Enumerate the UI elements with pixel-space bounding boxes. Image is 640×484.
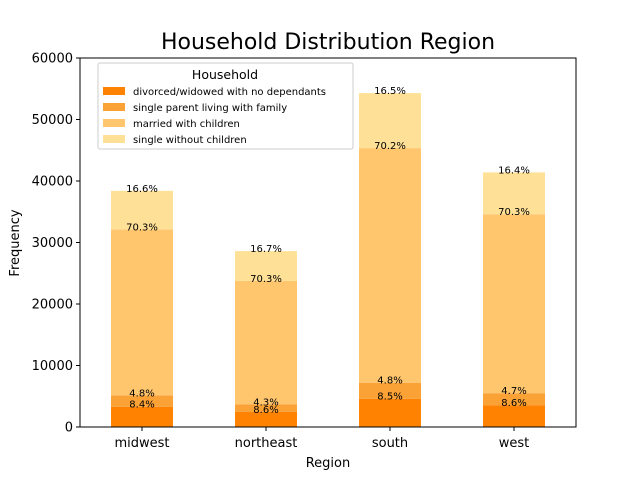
- data-label-midwest-1: 4.8%: [129, 388, 154, 399]
- data-labels-layer: 8.4%4.8%70.3%16.6%8.6%4.3%70.3%16.7%8.5%…: [126, 86, 530, 416]
- bar-segment-northeast-0: [235, 411, 297, 427]
- data-label-west-1: 4.7%: [501, 386, 526, 397]
- legend-swatch-3: [103, 135, 125, 143]
- y-tick-label: 60000: [32, 52, 73, 67]
- legend-entry-0: divorced/widowed with no dependants: [133, 87, 326, 98]
- y-tick-label: 30000: [32, 236, 73, 251]
- chart-title: Household Distribution Region: [161, 30, 495, 55]
- y-tick-label: 50000: [32, 113, 73, 128]
- bar-segment-west-2: [483, 214, 545, 394]
- bars-layer: [111, 93, 545, 427]
- legend-title: Household: [192, 67, 258, 82]
- data-label-midwest-0: 8.4%: [129, 400, 154, 411]
- bar-segment-south-0: [359, 398, 421, 427]
- data-label-midwest-2: 70.3%: [126, 223, 158, 234]
- data-label-northeast-1: 4.3%: [253, 397, 278, 408]
- data-label-west-0: 8.6%: [501, 398, 526, 409]
- legend-entry-1: single parent living with family: [133, 103, 287, 114]
- x-axis-label: Region: [306, 456, 351, 471]
- x-tick-label: northeast: [235, 436, 298, 451]
- bar-segment-midwest-3: [111, 190, 173, 230]
- legend-swatch-1: [103, 103, 125, 111]
- y-axis-label: Frequency: [8, 209, 23, 276]
- bar-segment-west-1: [483, 393, 545, 406]
- data-label-northeast-3: 16.7%: [250, 244, 282, 255]
- data-label-south-0: 8.5%: [377, 392, 402, 403]
- y-tick-label: 0: [65, 421, 73, 436]
- bar-segment-west-0: [483, 405, 545, 427]
- data-label-south-2: 70.2%: [374, 141, 406, 152]
- bar-segment-south-3: [359, 93, 421, 149]
- y-tick-label: 40000: [32, 175, 73, 190]
- legend-entry-3: single without children: [133, 135, 247, 146]
- bar-segment-northeast-3: [235, 251, 297, 281]
- bar-segment-south-1: [359, 382, 421, 399]
- data-label-northeast-2: 70.3%: [250, 274, 282, 285]
- y-tick-label: 10000: [32, 359, 73, 374]
- legend-box: [97, 62, 354, 150]
- data-label-south-3: 16.5%: [374, 86, 406, 97]
- bar-segment-northeast-2: [235, 280, 297, 405]
- y-tick-label: 20000: [32, 298, 73, 313]
- bar-segment-south-2: [359, 148, 421, 383]
- x-tick-label: south: [372, 436, 408, 451]
- x-tick-label: midwest: [114, 436, 169, 451]
- x-axis: midwest northeast south west: [114, 427, 529, 451]
- bar-segment-midwest-0: [111, 406, 173, 427]
- y-axis: 0 10000 20000 30000 40000 50000 60000: [32, 52, 80, 436]
- data-label-west-2: 70.3%: [498, 207, 530, 218]
- bar-segment-midwest-2: [111, 229, 173, 396]
- data-label-midwest-3: 16.6%: [126, 184, 158, 195]
- legend-swatch-0: [103, 87, 125, 95]
- bar-segment-west-3: [483, 172, 545, 215]
- legend: Household divorced/widowed with no depen…: [97, 62, 354, 150]
- bar-segment-northeast-1: [235, 404, 297, 412]
- data-label-west-3: 16.4%: [498, 165, 530, 176]
- legend-swatch-2: [103, 119, 125, 127]
- bar-segment-midwest-1: [111, 395, 173, 407]
- data-label-northeast-0: 8.6%: [253, 405, 278, 416]
- x-tick-label: west: [499, 436, 530, 451]
- legend-entry-2: married with children: [133, 119, 240, 130]
- data-label-south-1: 4.8%: [377, 376, 402, 387]
